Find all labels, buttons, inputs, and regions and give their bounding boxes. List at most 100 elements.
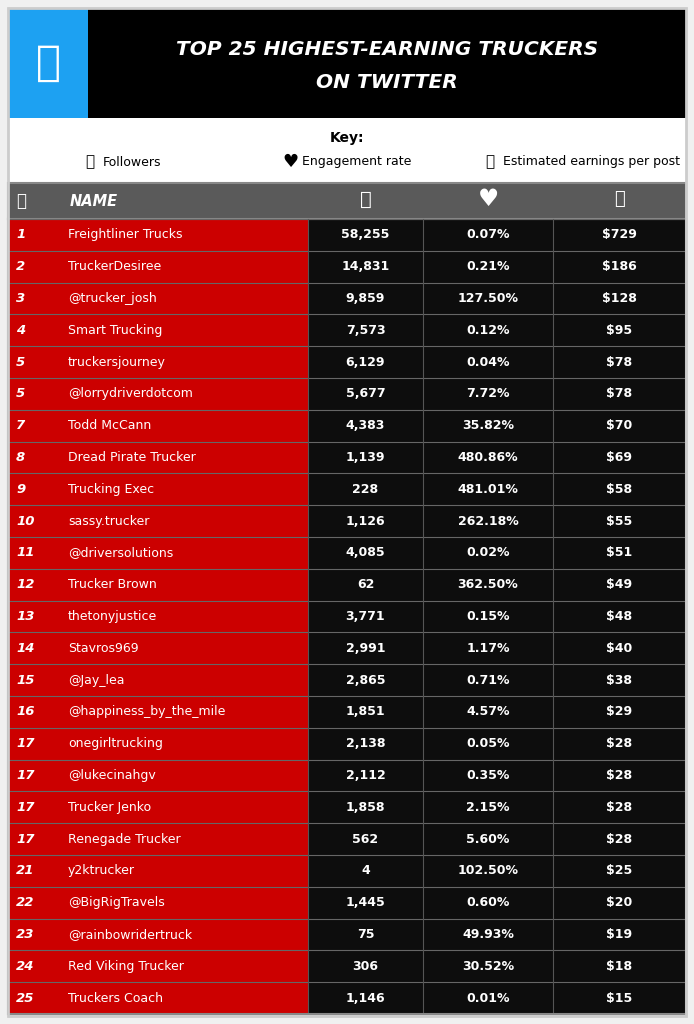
Text: ♥: ♥ xyxy=(477,187,498,211)
Text: 14: 14 xyxy=(16,642,35,654)
Text: Followers: Followers xyxy=(103,156,162,169)
Text: $28: $28 xyxy=(607,801,632,814)
Text: 306: 306 xyxy=(353,959,378,973)
Bar xyxy=(308,251,686,283)
Text: $78: $78 xyxy=(607,387,632,400)
Text: 5: 5 xyxy=(16,387,25,400)
Text: 4,085: 4,085 xyxy=(346,547,385,559)
Text: 15: 15 xyxy=(16,674,35,687)
Text: @BigRigTravels: @BigRigTravels xyxy=(68,896,164,909)
Text: $28: $28 xyxy=(607,769,632,782)
Text: 49.93%: 49.93% xyxy=(462,928,514,941)
Bar xyxy=(308,346,686,378)
Text: $20: $20 xyxy=(607,896,633,909)
Text: 17: 17 xyxy=(16,769,35,782)
Text: 9: 9 xyxy=(16,482,25,496)
Text: 0.71%: 0.71% xyxy=(466,674,510,687)
Bar xyxy=(8,346,308,378)
Text: $70: $70 xyxy=(607,419,633,432)
Bar xyxy=(308,728,686,760)
Bar xyxy=(8,633,308,665)
Text: @lorrydriverdotcom: @lorrydriverdotcom xyxy=(68,387,193,400)
Text: $15: $15 xyxy=(607,991,633,1005)
Text: Truckers Coach: Truckers Coach xyxy=(68,991,163,1005)
Text: 7.72%: 7.72% xyxy=(466,387,510,400)
Text: 17: 17 xyxy=(16,801,35,814)
Bar xyxy=(308,410,686,441)
Text: 562: 562 xyxy=(353,833,378,846)
Text: 17: 17 xyxy=(16,737,35,751)
Text: 3,771: 3,771 xyxy=(346,610,385,623)
Bar xyxy=(8,568,308,601)
Bar xyxy=(8,219,308,251)
Text: 10: 10 xyxy=(16,515,35,527)
Text: $25: $25 xyxy=(607,864,633,878)
Bar xyxy=(8,441,308,473)
Text: Trucking Exec: Trucking Exec xyxy=(68,482,154,496)
Bar xyxy=(308,537,686,568)
Bar xyxy=(308,855,686,887)
Text: 1,445: 1,445 xyxy=(346,896,385,909)
Text: 2,112: 2,112 xyxy=(346,769,385,782)
Text: 1,858: 1,858 xyxy=(346,801,385,814)
Bar xyxy=(8,410,308,441)
Text: Red Viking Trucker: Red Viking Trucker xyxy=(68,959,184,973)
Text: 0.15%: 0.15% xyxy=(466,610,510,623)
Bar xyxy=(8,283,308,314)
Text: 1,146: 1,146 xyxy=(346,991,385,1005)
Text: @driversolutions: @driversolutions xyxy=(68,547,174,559)
Text: 2,138: 2,138 xyxy=(346,737,385,751)
Text: 481.01%: 481.01% xyxy=(457,482,518,496)
Bar xyxy=(308,473,686,505)
Text: @lukecinahgv: @lukecinahgv xyxy=(68,769,155,782)
Bar xyxy=(308,633,686,665)
Bar xyxy=(308,314,686,346)
Text: 0.07%: 0.07% xyxy=(466,228,510,242)
Bar xyxy=(8,473,308,505)
Text: 1,126: 1,126 xyxy=(346,515,385,527)
Text: 17: 17 xyxy=(16,833,35,846)
Text: 0.60%: 0.60% xyxy=(466,896,509,909)
Bar xyxy=(308,887,686,919)
Text: 6,129: 6,129 xyxy=(346,355,385,369)
Bar xyxy=(8,792,308,823)
Text: 3: 3 xyxy=(16,292,25,305)
Text: thetonyjustice: thetonyjustice xyxy=(68,610,158,623)
Text: 2: 2 xyxy=(16,260,25,273)
Text: $186: $186 xyxy=(602,260,637,273)
Text: @rainbowridertruck: @rainbowridertruck xyxy=(68,928,192,941)
Text: 23: 23 xyxy=(16,928,35,941)
Text: y2ktrucker: y2ktrucker xyxy=(68,864,135,878)
Text: Dread Pirate Trucker: Dread Pirate Trucker xyxy=(68,451,196,464)
Text: $69: $69 xyxy=(607,451,632,464)
Bar xyxy=(8,728,308,760)
Text: TruckerDesiree: TruckerDesiree xyxy=(68,260,161,273)
Text: 4: 4 xyxy=(361,864,370,878)
Text: 1: 1 xyxy=(16,228,25,242)
Text: 7,573: 7,573 xyxy=(346,324,385,337)
Bar xyxy=(308,601,686,633)
Text: truckersjourney: truckersjourney xyxy=(68,355,166,369)
Text: 9,859: 9,859 xyxy=(346,292,385,305)
Bar xyxy=(8,378,308,410)
Text: $729: $729 xyxy=(602,228,637,242)
Text: 7: 7 xyxy=(16,419,25,432)
Text: ♥: ♥ xyxy=(282,153,298,171)
Text: TOP 25 HIGHEST-EARNING TRUCKERS: TOP 25 HIGHEST-EARNING TRUCKERS xyxy=(176,40,598,59)
Text: 2.15%: 2.15% xyxy=(466,801,510,814)
Bar xyxy=(8,8,88,118)
Text: 75: 75 xyxy=(357,928,374,941)
Bar xyxy=(308,919,686,950)
Bar xyxy=(308,441,686,473)
Text: $78: $78 xyxy=(607,355,632,369)
Text: $19: $19 xyxy=(607,928,632,941)
Bar xyxy=(308,283,686,314)
Text: 🎤: 🎤 xyxy=(485,155,495,170)
Text: 👥: 👥 xyxy=(359,189,371,209)
Bar xyxy=(308,219,686,251)
Bar xyxy=(8,950,308,982)
Text: $18: $18 xyxy=(607,959,632,973)
Text: $95: $95 xyxy=(607,324,632,337)
Text: 22: 22 xyxy=(16,896,35,909)
Text: $55: $55 xyxy=(607,515,633,527)
